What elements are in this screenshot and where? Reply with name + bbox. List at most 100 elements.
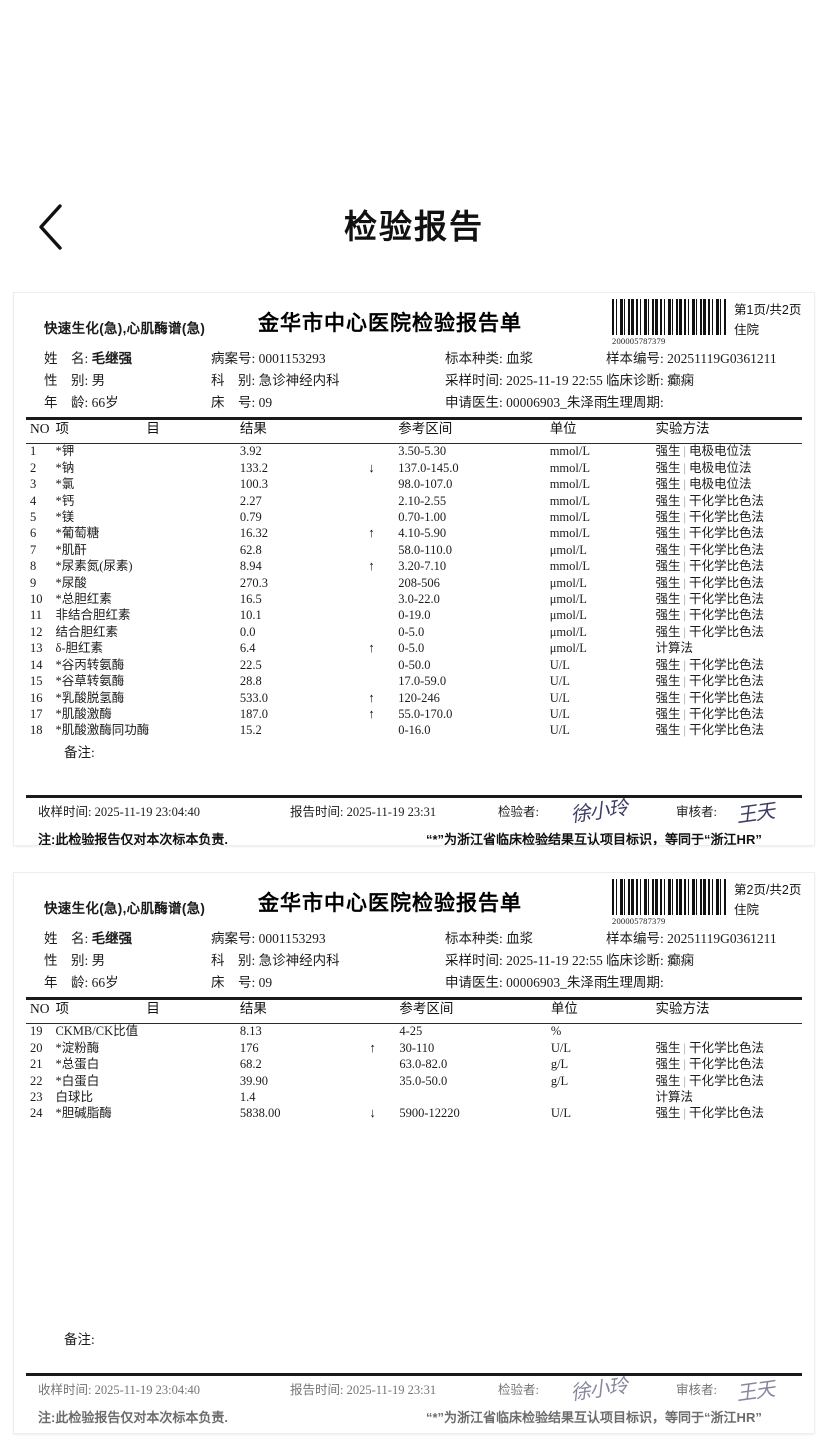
cell-no: 23 [30, 1090, 43, 1105]
cell-result: 62.8 [239, 542, 262, 557]
cell-unit: μmol/L [549, 608, 587, 623]
field-name: 姓 名: 毛继强 [44, 347, 132, 367]
method-separator: | [683, 526, 687, 541]
cell-result: 8.94 [239, 559, 262, 574]
field-diagnosis: 临床诊断: 癫痫 [606, 949, 694, 969]
cell-method: 强生 | 干化学比色法 [656, 624, 802, 640]
cell-unit: mmol/L [549, 526, 590, 541]
method-name: 干化学比色法 [689, 608, 765, 623]
label-gender: 性 别: [44, 953, 89, 968]
report-header-1: 快速生化(急),心肌酶谱(急) 金华市中心医院检验报告单 20000578737… [26, 293, 802, 411]
cell-reference: 63.0-82.0 [399, 1057, 448, 1072]
method-name: 电极电位法 [689, 477, 752, 492]
label-department: 科 别: [211, 953, 256, 968]
table-row: 21 *总蛋白 68.2 63.0-82.0 g/L 强生 | 干化学比色法 [26, 1056, 802, 1072]
field-age: 年 龄: 66岁 [44, 971, 119, 991]
table-row: 2 *钠 133.2 ↓ 137.0-145.0 mmol/L 强生 | 电极电位法 [26, 460, 802, 476]
cell-reference: 17.0-59.0 [398, 674, 447, 689]
label-bed-no: 床 号: [211, 395, 256, 410]
method-name: 计算法 [655, 1090, 694, 1105]
cell-result: 15.2 [239, 723, 262, 738]
field-request-doctor: 申请医生: 00006903_朱泽雨 [445, 971, 607, 991]
cell-no: 11 [30, 608, 43, 623]
cell-item: *钠 [55, 460, 75, 475]
cell-item: *白蛋白 [55, 1073, 100, 1088]
cell-abnormal-flag: ↓ [346, 1105, 400, 1121]
field-name: 姓 名: 毛继强 [44, 927, 132, 947]
cell-method: 强生 | 干化学比色法 [656, 525, 802, 541]
method-name: 干化学比色法 [689, 542, 765, 557]
label-checker: 审核者: [676, 1383, 717, 1397]
cell-result: 10.1 [239, 608, 262, 623]
col-header-item-right: 目 [146, 421, 160, 436]
method-name: 计算法 [655, 641, 694, 656]
method-brand: 强生 [655, 575, 681, 590]
cell-reference: 58.0-110.0 [398, 542, 452, 557]
cell-reference: 98.0-107.0 [398, 477, 453, 492]
page-title: 检验报告 [344, 208, 484, 245]
cell-item: *肌酐 [55, 542, 87, 557]
cell-abnormal-flag: ↑ [345, 706, 399, 722]
value-collect-time: 2025-11-19 23:04:40 [94, 1383, 201, 1397]
cell-result: 0.79 [239, 510, 262, 525]
cell-result: 2.27 [239, 493, 262, 508]
cell-result: 187.0 [239, 706, 269, 721]
method-name: 干化学比色法 [689, 559, 765, 574]
results-table-page-1: NO 项 目 结果 参考区间 单位 实验方法 [26, 421, 802, 739]
cell-no: 10 [30, 592, 43, 607]
cell-item: *胆碱脂酶 [55, 1106, 112, 1121]
method-name: 干化学比色法 [689, 575, 765, 590]
label-sample-no: 样本编号: [606, 351, 664, 366]
footer-report-time: 报告时间: 2025-11-19 23:31 [290, 801, 436, 820]
method-separator: | [683, 477, 687, 492]
method-brand: 强生 [655, 592, 681, 607]
cell-result: 1.4 [239, 1090, 256, 1105]
cell-method: 强生 | 干化学比色法 [656, 509, 802, 525]
method-brand: 强生 [655, 542, 681, 557]
value-case-no: 0001153293 [258, 931, 326, 946]
cell-method: 强生 | 干化学比色法 [656, 657, 802, 673]
cell-unit: U/L [550, 1106, 571, 1121]
results-body-page-1: 1 *钾 3.92 3.50-5.30 mmol/L 强生 | 电极电位法 2 *钠 133.2 ↓ 1… [26, 443, 802, 738]
cell-item: *氯 [55, 477, 75, 492]
cell-reference: 35.0-50.0 [399, 1073, 448, 1088]
cell-unit: μmol/L [549, 641, 587, 656]
method-name: 干化学比色法 [689, 706, 765, 721]
cell-abnormal-flag: ↑ [346, 1040, 400, 1056]
divider-top-2 [26, 997, 802, 1000]
divider-header-2 [26, 1023, 802, 1025]
cell-reference: 137.0-145.0 [398, 460, 459, 475]
footer-note-right: “*”为浙江省临床检验结果互认项目标识，等同于“浙江HR” [426, 1410, 762, 1425]
value-diagnosis: 癫痫 [667, 373, 695, 388]
footer-tester: 检验者: [498, 1379, 539, 1398]
barcode-block: 200005787379 [612, 879, 730, 926]
table-row: 16 *乳酸脱氢酶 533.0 ↑ 120-246 U/L 强生 | 干化学比色法 [26, 690, 802, 706]
arrow-up-icon: ↑ [368, 705, 375, 721]
cell-abnormal-flag: ↓ [345, 460, 399, 476]
cell-method: 强生 | 干化学比色法 [656, 1105, 802, 1121]
method-separator: | [683, 460, 687, 475]
table-row: 6 *葡萄糖 16.32 ↑ 4.10-5.90 mmol/L 强生 | 干化学比色法 [26, 525, 802, 541]
method-separator: | [683, 657, 687, 672]
col-header-item: 项 目 [55, 1001, 239, 1023]
cell-reference: 3.0-22.0 [398, 592, 440, 607]
table-row: 8 *尿素氮(尿素) 8.94 ↑ 3.20-7.10 mmol/L 强生 | 干化学比色法 [26, 558, 802, 574]
cell-flag-empty [345, 657, 399, 673]
value-age: 66岁 [91, 975, 119, 990]
value-gender: 男 [91, 373, 106, 388]
field-bed-no: 床 号: 09 [211, 971, 272, 991]
cell-item: 非结合胆红素 [55, 608, 131, 623]
method-separator: | [683, 624, 687, 639]
cell-result: 270.3 [239, 575, 269, 590]
cell-no: 12 [30, 624, 43, 639]
back-button[interactable] [22, 196, 78, 258]
cell-result: 16.32 [239, 526, 269, 541]
field-request-doctor: 申请医生: 00006903_朱泽雨 [445, 391, 607, 411]
table-header-row: NO 项 目 结果 参考区间 单位 实验方法 [26, 421, 802, 443]
method-separator: | [683, 1040, 687, 1055]
field-age: 年 龄: 66岁 [44, 391, 119, 411]
cell-unit: mmol/L [549, 477, 590, 492]
value-specimen: 血浆 [506, 931, 534, 946]
method-separator: | [683, 542, 687, 557]
footer-checker: 审核者: [676, 801, 717, 820]
